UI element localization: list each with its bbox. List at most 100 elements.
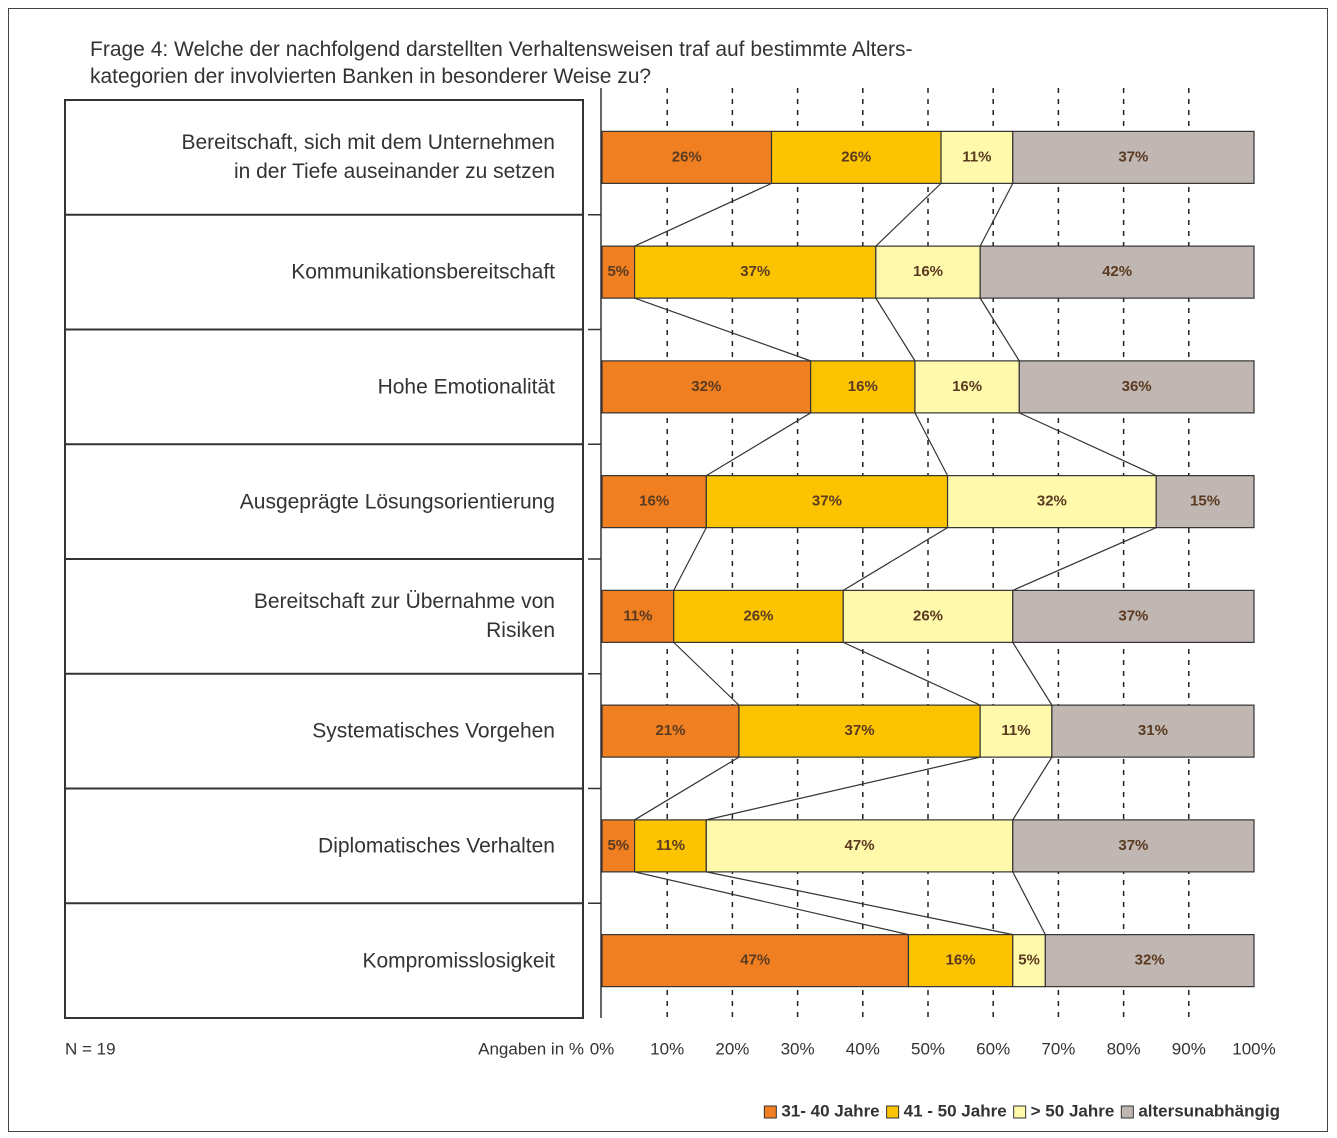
bar-segment xyxy=(601,704,740,758)
connector xyxy=(634,871,909,936)
bar-segment xyxy=(979,704,1053,758)
legend-item: 31- 40 Jahre xyxy=(763,1101,880,1120)
bar-segment xyxy=(633,245,877,299)
bar-segment xyxy=(1012,934,1046,988)
legend-label: 31- 40 Jahre xyxy=(781,1101,879,1120)
x-tick-label: 40% xyxy=(846,1039,880,1058)
bar-segment xyxy=(875,245,981,299)
bar-segment xyxy=(601,245,636,299)
bar-segment xyxy=(979,245,1255,299)
bar-segment xyxy=(601,130,773,184)
connector xyxy=(875,182,942,247)
connector xyxy=(1012,871,1046,935)
bar-segment xyxy=(601,360,812,414)
data-label: 11% xyxy=(623,607,652,624)
bar-segment xyxy=(633,819,707,873)
data-label: 32% xyxy=(1135,952,1165,969)
bar-segment xyxy=(842,589,1014,643)
annotation: N = 19 xyxy=(65,1039,116,1058)
category-label: Bereitschaft, sich mit dem Unternehmen i… xyxy=(181,131,556,184)
data-label: 5% xyxy=(607,263,629,280)
category-label: Hohe Emotionalität xyxy=(377,375,555,399)
bar-segment xyxy=(946,475,1157,529)
data-label: 11% xyxy=(656,837,685,854)
connector xyxy=(842,641,981,706)
bar-segment xyxy=(914,360,1020,414)
connector xyxy=(673,527,707,591)
bar-segment xyxy=(1018,360,1255,414)
chart-title: Frage 4: Welche der nachfolgend darstell… xyxy=(90,38,913,88)
x-tick-label: 90% xyxy=(1172,1039,1206,1058)
connector xyxy=(875,297,916,362)
data-label: 37% xyxy=(1118,607,1148,624)
data-label: 11% xyxy=(1001,722,1030,739)
bar-segment xyxy=(738,704,981,758)
x-tick-label: 80% xyxy=(1107,1039,1141,1058)
annotation: Angaben in % xyxy=(478,1039,584,1058)
data-label: 16% xyxy=(913,263,943,280)
data-label: 47% xyxy=(845,837,875,854)
data-label: 37% xyxy=(740,263,770,280)
category-label: Systematisches Vorgehen xyxy=(312,719,555,743)
data-label: 37% xyxy=(845,722,875,739)
category-label: Diplomatisches Verhalten xyxy=(318,834,555,858)
x-tick-label: 30% xyxy=(781,1039,815,1058)
data-label: 32% xyxy=(691,378,721,395)
connector xyxy=(1012,756,1053,821)
connector xyxy=(706,412,811,477)
data-label: 37% xyxy=(812,493,842,510)
legend-item: altersunabhängig xyxy=(1120,1101,1280,1120)
connector xyxy=(979,183,1014,247)
connector xyxy=(634,756,740,821)
legend-swatch xyxy=(1013,1105,1027,1119)
bar-segment xyxy=(705,475,949,529)
x-tick-label: 100% xyxy=(1232,1039,1275,1058)
data-label: 37% xyxy=(1118,148,1148,165)
bar-segment xyxy=(601,934,910,988)
data-label: 36% xyxy=(1122,378,1152,395)
data-label: 15% xyxy=(1190,493,1220,510)
bar-segment xyxy=(810,360,916,414)
bar-segment xyxy=(1012,819,1255,873)
category-label: Kompromisslosigkeit xyxy=(362,949,555,973)
legend-swatch xyxy=(886,1105,900,1119)
data-label: 21% xyxy=(655,722,685,739)
legend-swatch xyxy=(1120,1105,1134,1119)
category-label: Bereitschaft zur Übernahme von Risiken xyxy=(253,590,555,643)
bar-segment xyxy=(705,819,1014,873)
connector xyxy=(706,871,1013,936)
bar-segment xyxy=(1155,475,1255,529)
connector xyxy=(842,527,948,591)
legend-item: > 50 Jahre xyxy=(1013,1101,1115,1120)
data-label: 16% xyxy=(946,952,976,969)
legend-label: 41 - 50 Jahre xyxy=(904,1101,1007,1120)
bar-segment xyxy=(601,589,675,643)
bar-segment xyxy=(940,130,1014,184)
category-label: Ausgeprägte Lösungsorientierung xyxy=(239,490,555,514)
data-label: 16% xyxy=(848,378,878,395)
x-tick-label: 50% xyxy=(911,1039,945,1058)
bar-segment xyxy=(907,934,1014,988)
bar-segment xyxy=(770,130,942,184)
legend-label: > 50 Jahre xyxy=(1031,1101,1115,1120)
frame xyxy=(8,8,1328,1132)
legend-swatch xyxy=(763,1105,777,1119)
connector xyxy=(673,641,740,706)
data-label: 26% xyxy=(913,607,943,624)
x-tick-label: 70% xyxy=(1041,1039,1075,1058)
connector xyxy=(1019,412,1157,477)
connector xyxy=(706,756,981,821)
connector xyxy=(979,297,1020,362)
data-label: 42% xyxy=(1102,263,1132,280)
data-label: 5% xyxy=(1018,952,1040,969)
data-label: 11% xyxy=(962,148,991,165)
connector xyxy=(1012,527,1157,591)
data-label: 26% xyxy=(841,148,871,165)
data-label: 26% xyxy=(743,607,773,624)
data-label: 47% xyxy=(740,952,770,969)
bar-segment xyxy=(601,475,707,529)
x-tick-label: 0% xyxy=(590,1039,615,1058)
bar-segment xyxy=(1012,130,1255,184)
connector xyxy=(634,182,772,247)
